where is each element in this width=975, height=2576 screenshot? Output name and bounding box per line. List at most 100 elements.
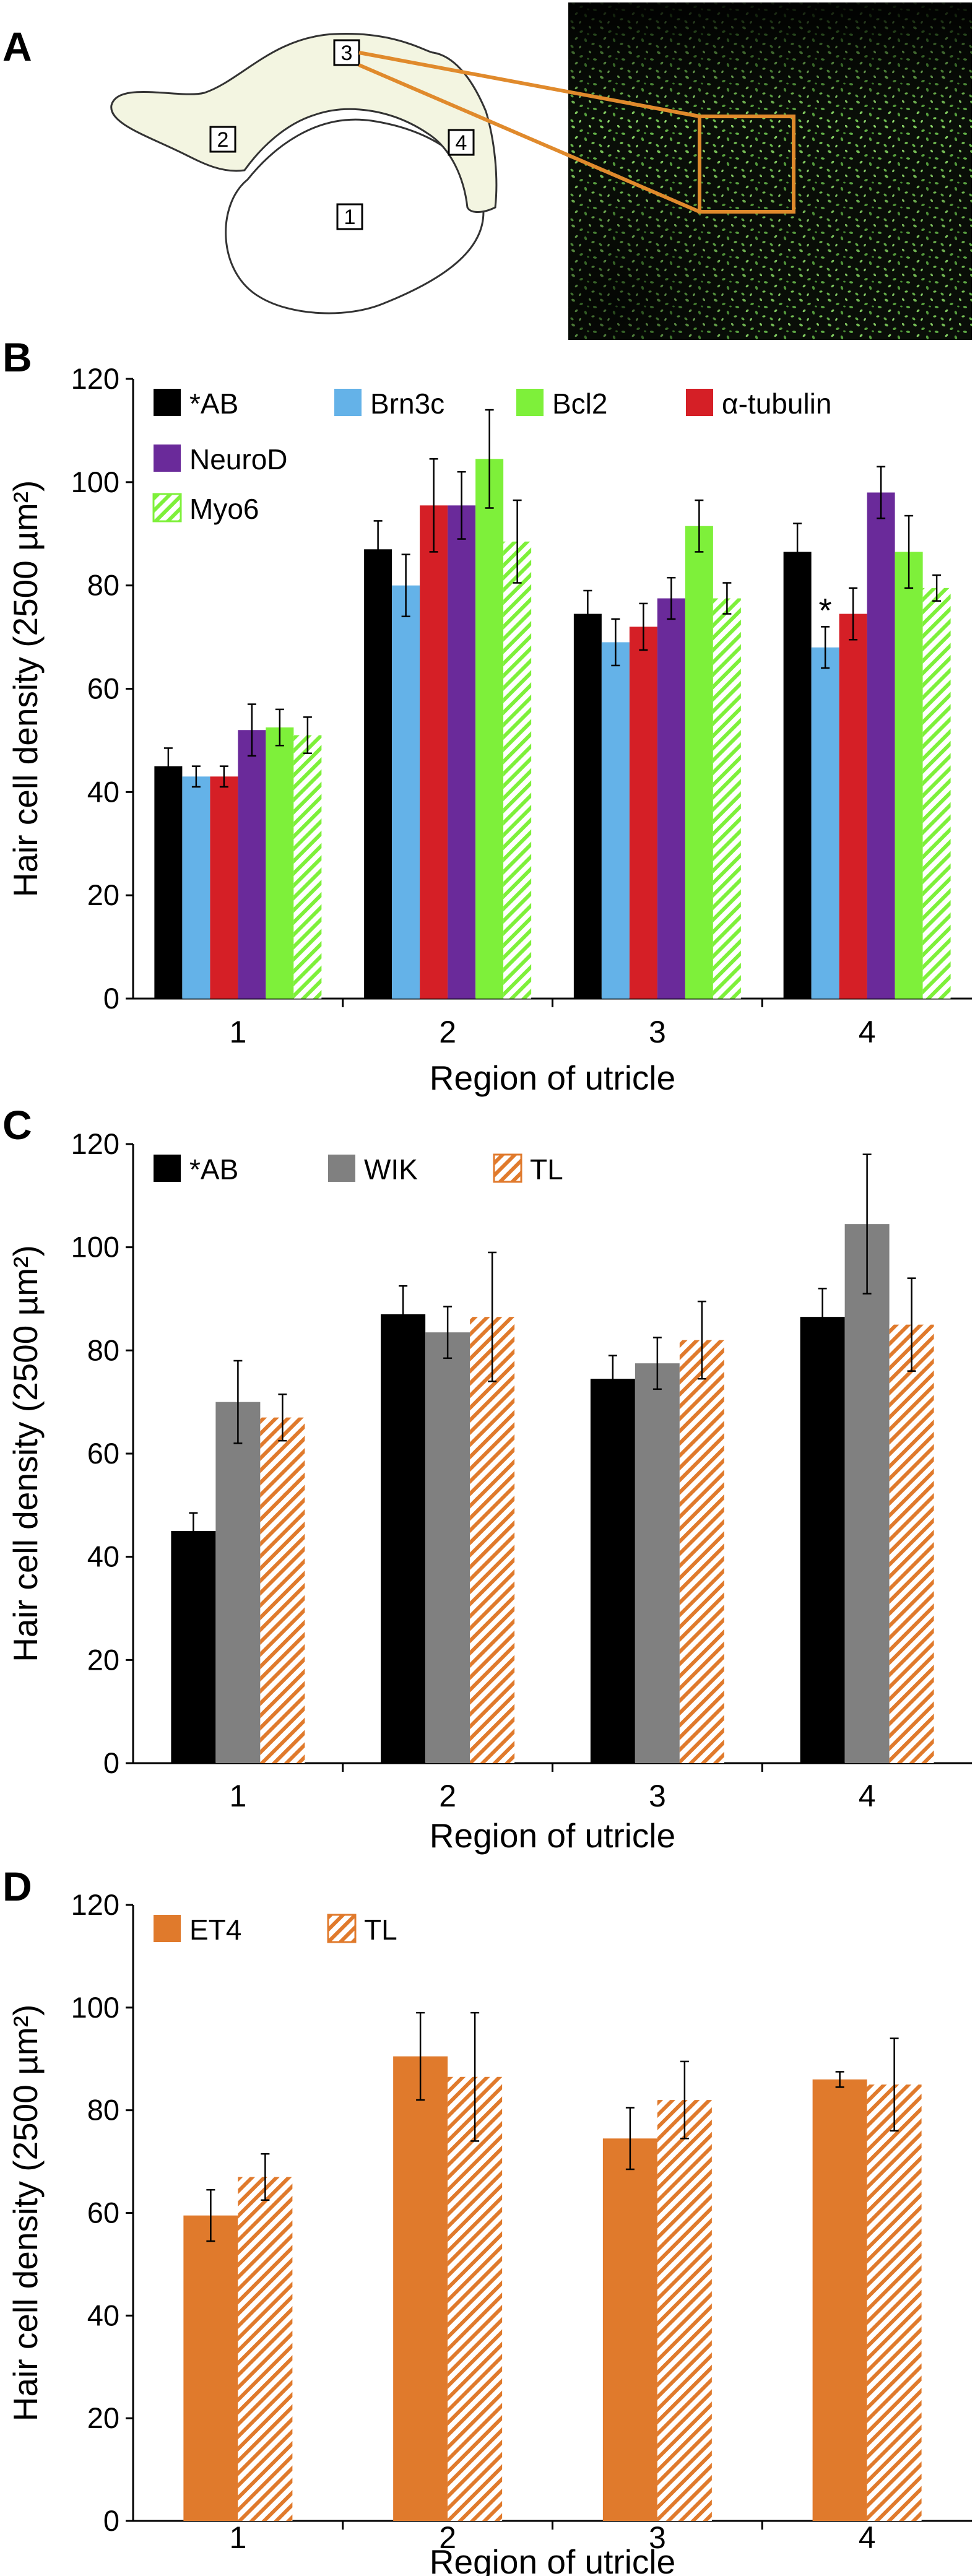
bar-neurod-region-1 [238, 730, 266, 999]
legend-item-tl: TL [327, 1914, 397, 1946]
legend-item-wik: WIK [328, 1153, 418, 1186]
legend-label: *AB [189, 1153, 238, 1186]
legend-item-brn3c: Brn3c [334, 388, 444, 420]
panel-b-chart: B 0 20 40 60 80 100 120 Hair cell density (2500 … [2, 334, 972, 1097]
bar-wik-region-2 [425, 1332, 470, 1763]
legend-swatch [327, 1914, 357, 1943]
svg-text:3: 3 [341, 41, 353, 65]
legend: *AB Brn3c Bcl2 α-tubulin NeuroD Myo6 [152, 388, 831, 525]
bar-tl-region-3 [657, 2100, 712, 2521]
bar-neurod-region-2 [448, 505, 476, 999]
legend-label: WIK [364, 1153, 418, 1186]
legend-swatch [516, 389, 544, 416]
x-tick-label: 2 [439, 1015, 456, 1049]
x-tick-label: 3 [649, 1015, 666, 1049]
bar-tl-region-2 [448, 2076, 503, 2521]
legend-label: *AB [189, 388, 238, 420]
y-tick-label: 100 [71, 1991, 119, 2024]
panel-d-letter: D [2, 1863, 32, 1909]
fluorescence-micrograph [568, 2, 972, 340]
bar-ab-region-1 [171, 1531, 216, 1763]
zoom-callout [358, 51, 795, 214]
bar-tl-region-1 [260, 1417, 305, 1763]
y-tick-label: 60 [87, 1437, 119, 1470]
x-tick-label: 1 [229, 1779, 246, 1813]
legend-item-neurod: NeuroD [154, 443, 288, 475]
bar-ab-region-2 [381, 1314, 426, 1763]
inset-box [698, 115, 795, 214]
legend-label: TL [364, 1914, 397, 1946]
x-tick-label: 4 [859, 2520, 876, 2555]
bar-tl-region-2 [470, 1317, 515, 1763]
legend-item-ab: *AB [154, 1153, 238, 1186]
bar-wik-region-1 [215, 1402, 261, 1763]
bar-et4-region-2 [393, 2056, 448, 2521]
x-axis-title: Region of utricle [430, 2543, 675, 2576]
legend-label: NeuroD [189, 443, 288, 475]
y-tick-label: 60 [87, 672, 119, 705]
utricle-diagram: 1 2 3 4 [110, 33, 498, 314]
svg-text:2: 2 [217, 128, 229, 152]
svg-text:4: 4 [456, 131, 467, 155]
y-tick-label: 40 [87, 1540, 119, 1573]
y-tick-label: 120 [71, 362, 119, 395]
bar-ab-region-3 [573, 614, 602, 999]
panel-c-letter: C [2, 1102, 32, 1148]
bar-bcl2-region-4 [895, 552, 923, 999]
panel-d-chart: D 0 20 40 60 80 100 120 Hair cell density (2500 … [2, 1863, 972, 2576]
bar-ab-region-3 [590, 1379, 635, 1763]
y-tick-label: 100 [71, 466, 119, 498]
region-box-1: 1 [336, 203, 363, 230]
legend-swatch [154, 389, 181, 416]
x-tick-label: 4 [859, 1015, 876, 1049]
bar-brn3c-region-3 [601, 642, 630, 999]
bar-alpha-tubulin-region-2 [420, 505, 448, 999]
legend-item-alpha-tubulin: α-tubulin [686, 388, 831, 420]
legend-item-ab: *AB [154, 388, 238, 420]
bar-myo6-region-3 [713, 598, 741, 999]
bar-myo6-region-1 [293, 735, 322, 999]
x-tick-label: 4 [859, 1779, 876, 1813]
legend-item-bcl2: Bcl2 [516, 388, 607, 420]
y-axis-title: Hair cell density (2500 µm²) [6, 1245, 45, 1662]
legend-item-myo6: Myo6 [152, 493, 259, 525]
legend-swatch [328, 1155, 355, 1182]
x-tick-label: 3 [649, 2520, 666, 2555]
y-tick-label: 100 [71, 1231, 119, 1264]
y-tick-label: 40 [87, 775, 119, 808]
region-box-3: 3 [333, 39, 360, 66]
bar-et4-region-1 [183, 2215, 238, 2521]
legend-swatch [152, 493, 182, 523]
region-box-4: 4 [448, 129, 475, 156]
svg-text:1: 1 [344, 206, 356, 229]
bar-myo6-region-2 [503, 541, 532, 999]
bar-wik-region-3 [635, 1363, 680, 1763]
panel-c-chart: C 0 20 40 60 80 100 120 Hair cell density (2500 … [2, 1102, 972, 1855]
bar-tl-region-3 [679, 1340, 724, 1763]
legend-swatch [154, 445, 181, 472]
legend-swatch [154, 1915, 181, 1942]
legend-swatch [686, 389, 713, 416]
bar-tl-region-4 [867, 2084, 922, 2521]
x-tick-label: 1 [229, 2520, 246, 2555]
y-axis-title: Hair cell density (2500 µm²) [6, 2005, 45, 2422]
panel-a-letter: A [2, 24, 32, 69]
legend-label: Bcl2 [552, 388, 607, 420]
bar-ab-region-2 [364, 549, 392, 999]
y-tick-label: 20 [87, 878, 119, 911]
x-tick-label: 1 [229, 1015, 246, 1049]
bar-bcl2-region-3 [685, 526, 713, 999]
y-tick-label: 120 [71, 1888, 119, 1921]
y-tick-label: 80 [87, 569, 119, 602]
bar-ab-region-4 [800, 1317, 845, 1763]
y-tick-label: 20 [87, 2401, 119, 2434]
y-tick-label: 0 [103, 1746, 119, 1779]
y-tick-label: 20 [87, 1643, 119, 1676]
x-tick-label: 2 [439, 1779, 456, 1813]
legend-item-tl: TL [493, 1153, 563, 1186]
bar-et4-region-4 [812, 2079, 867, 2521]
bar-bcl2-region-2 [475, 459, 504, 999]
bar-brn3c-region-4 [811, 647, 839, 999]
x-axis-title: Region of utricle [430, 1059, 675, 1097]
legend-swatch [334, 389, 362, 416]
